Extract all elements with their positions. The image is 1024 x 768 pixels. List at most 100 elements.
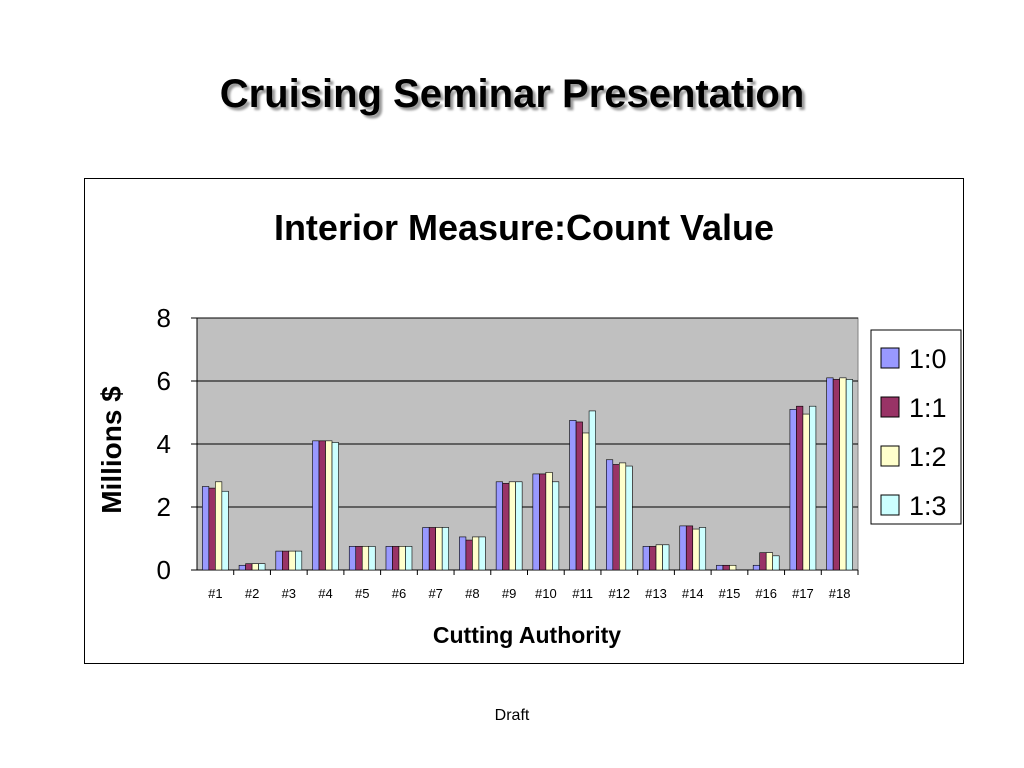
bar (655, 544, 663, 571)
bar (662, 544, 670, 571)
x-tick-label: #7 (428, 586, 442, 601)
bar (802, 413, 810, 571)
bar (729, 564, 737, 571)
x-tick-label: #18 (829, 586, 851, 601)
bar (405, 546, 413, 571)
bar (722, 564, 730, 571)
bar (545, 472, 553, 571)
bar (495, 481, 503, 571)
bar (295, 550, 303, 571)
bar (422, 527, 430, 571)
bar (202, 486, 210, 571)
bar (612, 464, 620, 571)
bar (465, 539, 473, 571)
x-tick-label: #17 (792, 586, 814, 601)
bar (716, 564, 724, 571)
bar (765, 552, 773, 571)
x-tick-label: #3 (282, 586, 296, 601)
bar (275, 550, 283, 571)
footer-text: Draft (494, 707, 530, 724)
y-tick-label: 6 (157, 366, 171, 396)
bar (692, 528, 700, 571)
legend-swatch (880, 347, 900, 369)
bar (251, 563, 259, 571)
bar (826, 377, 834, 571)
bar (539, 473, 547, 571)
bar (245, 563, 253, 571)
bar (392, 546, 400, 571)
x-tick-label: #9 (502, 586, 516, 601)
bar (789, 409, 797, 571)
bar (752, 564, 760, 571)
x-tick-label: #8 (465, 586, 479, 601)
bar (515, 481, 523, 571)
legend-label: 1:3 (909, 491, 947, 521)
bar (368, 546, 376, 571)
x-tick-label: #5 (355, 586, 369, 601)
bar (502, 483, 510, 571)
bar (845, 379, 853, 571)
bar (625, 465, 633, 571)
bar (478, 536, 486, 571)
bar (459, 536, 467, 571)
bar (361, 546, 370, 571)
bar (472, 536, 480, 571)
bar (288, 550, 296, 571)
bar (385, 546, 393, 571)
y-tick-label: 8 (157, 303, 171, 333)
bar (685, 525, 694, 571)
bar (348, 546, 357, 571)
bar (679, 525, 687, 571)
bar (331, 442, 339, 571)
chart-title: Interior Measure:Count Value (274, 207, 774, 248)
bar (552, 481, 560, 571)
legend-swatch (880, 494, 900, 516)
x-tick-label: #15 (719, 586, 741, 601)
x-tick-label: #14 (682, 586, 704, 601)
bar (355, 546, 363, 571)
bar (582, 432, 590, 571)
legend-label: 1:0 (909, 344, 947, 374)
x-tick-label: #6 (392, 586, 406, 601)
bar (619, 462, 627, 571)
bar (428, 527, 436, 571)
bar (441, 527, 449, 571)
bar (238, 564, 246, 571)
bar (208, 487, 216, 571)
bar (532, 473, 540, 571)
legend-label: 1:2 (909, 442, 947, 472)
y-tick-label: 0 (157, 555, 171, 585)
bar (588, 410, 596, 571)
legend-swatch (880, 396, 900, 418)
bar (258, 563, 266, 571)
x-tick-label: #12 (608, 586, 630, 601)
bar (759, 552, 767, 571)
bar (325, 440, 333, 571)
bar (435, 527, 443, 571)
bar (606, 459, 614, 571)
bar (282, 550, 290, 571)
x-tick-label: #4 (318, 586, 332, 601)
bar (698, 527, 707, 571)
bar (649, 546, 657, 571)
x-tick-label: #10 (535, 586, 557, 601)
bar (569, 420, 577, 571)
legend-label: 1:1 (909, 393, 947, 423)
y-axis-label: Millions $ (96, 386, 127, 514)
x-tick-label: #1 (208, 586, 222, 601)
bar (508, 481, 516, 571)
x-tick-label: #11 (572, 586, 593, 601)
bar (221, 490, 229, 571)
x-tick-label: #13 (645, 586, 667, 601)
x-tick-label: #16 (755, 586, 777, 601)
bar (215, 481, 223, 571)
y-tick-label: 4 (157, 429, 171, 459)
bar (398, 546, 406, 571)
legend-swatch (880, 445, 900, 467)
bar (839, 377, 847, 571)
bar (642, 546, 650, 571)
bar (796, 405, 804, 571)
bar (312, 440, 320, 571)
bar (832, 379, 840, 571)
